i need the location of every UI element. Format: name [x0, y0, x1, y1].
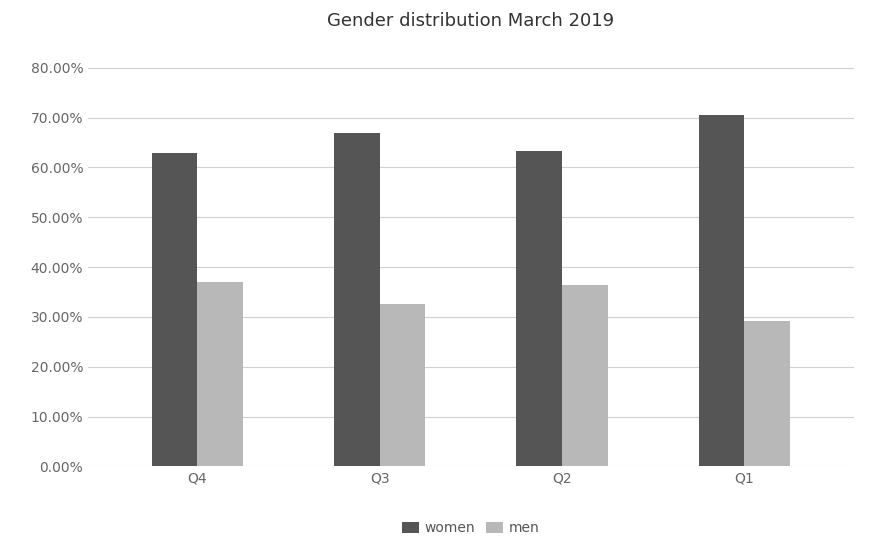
Bar [744, 321, 790, 466]
Bar [334, 132, 379, 466]
Bar [699, 115, 744, 466]
Bar [152, 153, 197, 466]
Bar [197, 282, 243, 466]
Bar [562, 286, 607, 466]
Bar [379, 304, 425, 466]
Title: Gender distribution March 2019: Gender distribution March 2019 [327, 12, 614, 30]
Bar [517, 151, 562, 466]
Legend: women, men: women, men [397, 516, 545, 536]
